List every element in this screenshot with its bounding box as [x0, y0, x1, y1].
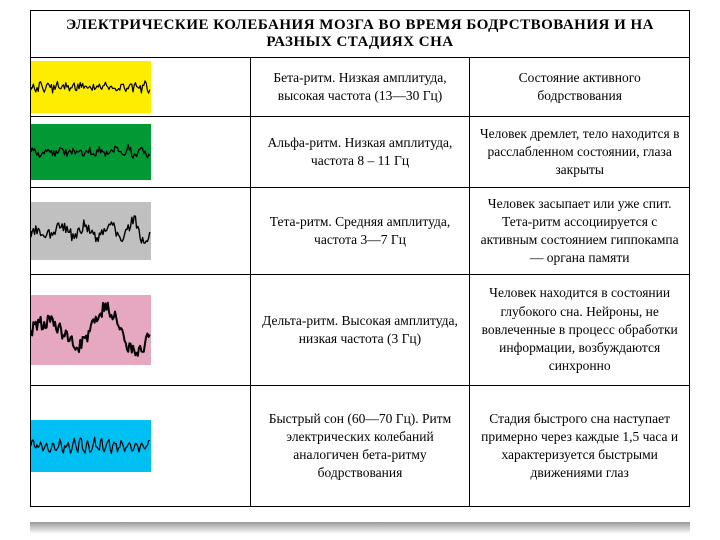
table-row: Тета-ритм. Средняя амплитуда, частота 3—… — [31, 188, 690, 275]
brainwave-icon — [31, 420, 151, 472]
brainwave-icon — [31, 124, 151, 180]
diagram-container: ЭЛЕКТРИЧЕСКИЕ КОЛЕБАНИЯ МОЗГА ВО ВРЕМЯ Б… — [0, 0, 720, 540]
table-row: Быстрый сон (60—70 Гц). Ритм электрическ… — [31, 386, 690, 507]
wave-cell-alpha — [31, 117, 251, 188]
table-title: ЭЛЕКТРИЧЕСКИЕ КОЛЕБАНИЯ МОЗГА ВО ВРЕМЯ Б… — [31, 11, 690, 58]
rhythm-label: Бета-ритм. Низкая амплитуда, высокая час… — [250, 58, 470, 117]
rhythm-description: Человек находится в состоянии глубокого … — [470, 275, 690, 386]
wave-cell-beta — [31, 58, 251, 117]
rhythm-label: Дельта-ритм. Высокая амплитуда, низкая ч… — [250, 275, 470, 386]
wave-cell-delta — [31, 275, 251, 386]
brainwave-icon — [31, 295, 151, 365]
table-row: Дельта-ритм. Высокая амплитуда, низкая ч… — [31, 275, 690, 386]
brainwave-icon — [31, 202, 151, 260]
brain-waves-table: ЭЛЕКТРИЧЕСКИЕ КОЛЕБАНИЯ МОЗГА ВО ВРЕМЯ Б… — [30, 10, 690, 507]
rhythm-label: Быстрый сон (60—70 Гц). Ритм электрическ… — [250, 386, 470, 507]
wave-cell-theta — [31, 188, 251, 275]
rhythm-description: Человек дремлет, тело находится в рассла… — [470, 117, 690, 188]
rhythm-description: Состояние активного бодрствования — [470, 58, 690, 117]
table-row: Бета-ритм. Низкая амплитуда, высокая час… — [31, 58, 690, 117]
rhythm-description: Человек засыпает или уже спит. Тета-ритм… — [470, 188, 690, 275]
table-row: Альфа-ритм. Низкая амплитуда, частота 8 … — [31, 117, 690, 188]
rhythm-description: Стадия быстрого сна наступает примерно ч… — [470, 386, 690, 507]
rhythm-label: Тета-ритм. Средняя амплитуда, частота 3—… — [250, 188, 470, 275]
wave-cell-rem — [31, 386, 251, 507]
rhythm-label: Альфа-ритм. Низкая амплитуда, частота 8 … — [250, 117, 470, 188]
brainwave-icon — [31, 61, 151, 113]
